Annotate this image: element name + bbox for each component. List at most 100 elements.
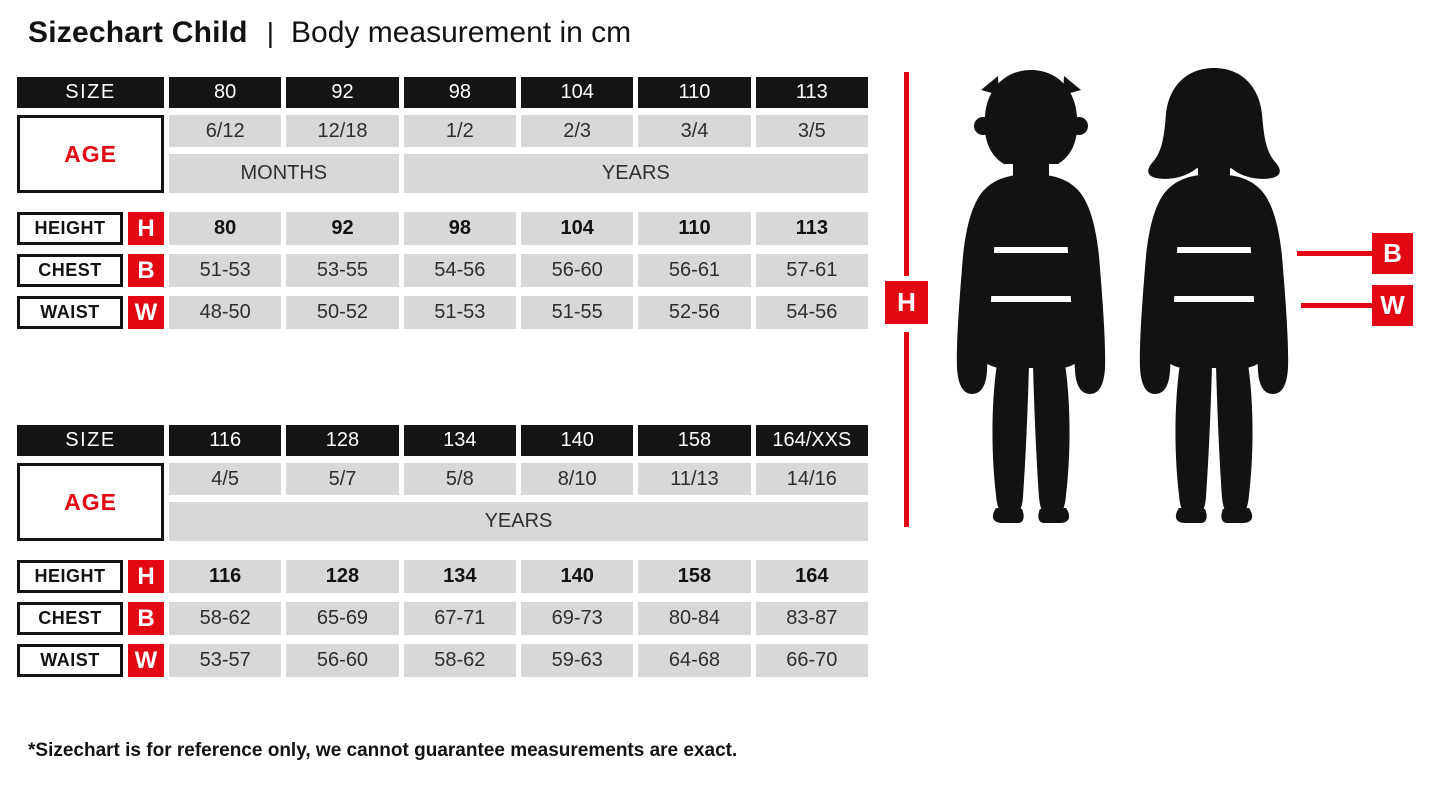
waist-row-label: WAIST (17, 296, 123, 329)
height-cell: 128 (286, 560, 399, 593)
age-cell: 5/7 (286, 463, 399, 495)
chest-diagram-badge: B (1372, 233, 1413, 274)
table-upper-body: HEIGHT H 80 92 98 104 110 113 CHEST B 51… (17, 212, 868, 329)
boy-figure (956, 70, 1106, 523)
chest-cell: 58-62 (169, 602, 282, 635)
table-lower-header: SIZE 116 128 134 140 158 164/XXS AGE 4/5… (17, 425, 868, 541)
chest-code-badge: B (128, 602, 164, 635)
age-cell: 11/13 (638, 463, 751, 495)
height-measure-line-bottom (904, 332, 909, 527)
size-cell: 104 (521, 77, 634, 108)
waist-cell: 48-50 (169, 296, 282, 329)
waist-cell: 58-62 (403, 644, 516, 677)
age-cell: 8/10 (521, 463, 634, 495)
age-cell: 12/18 (286, 115, 399, 147)
size-cell: 110 (638, 77, 751, 108)
chest-cell: 69-73 (521, 602, 634, 635)
chest-cell: 80-84 (638, 602, 751, 635)
height-row-label: HEIGHT (17, 212, 123, 245)
chest-cell: 67-71 (403, 602, 516, 635)
chest-cell: 53-55 (286, 254, 399, 287)
age-unit-years: YEARS (403, 154, 868, 193)
age-cell: 4/5 (169, 463, 282, 495)
size-cell: 158 (638, 425, 751, 456)
waist-cell: 52-56 (638, 296, 751, 329)
page-title: Sizechart Child | Body measurement in cm (28, 16, 631, 50)
sizechart-table-upper: SIZE 80 92 98 104 110 113 AGE 6/12 12/18… (17, 77, 868, 329)
footnote: *Sizechart is for reference only, we can… (28, 740, 738, 761)
chest-row-label: CHEST (17, 602, 123, 635)
height-cell: 164 (755, 560, 868, 593)
age-cell: 1/2 (403, 115, 516, 147)
waist-cell: 51-53 (403, 296, 516, 329)
waist-cell: 66-70 (755, 644, 868, 677)
chest-cell: 83-87 (755, 602, 868, 635)
age-cell: 5/8 (403, 463, 516, 495)
age-header-label: AGE (17, 115, 164, 193)
waist-cell: 50-52 (286, 296, 399, 329)
size-cell: 92 (286, 77, 399, 108)
waist-cell: 64-68 (638, 644, 751, 677)
sizechart-table-lower: SIZE 116 128 134 140 158 164/XXS AGE 4/5… (17, 425, 868, 677)
chest-row-label: CHEST (17, 254, 123, 287)
size-cell: 113 (755, 77, 868, 108)
size-cell: 80 (169, 77, 282, 108)
waist-cell: 51-55 (521, 296, 634, 329)
title-separator: | (266, 17, 274, 48)
chest-cell: 51-53 (169, 254, 282, 287)
waist-row-label: WAIST (17, 644, 123, 677)
height-cell: 134 (403, 560, 516, 593)
chest-cell: 57-61 (755, 254, 868, 287)
age-cell: 2/3 (521, 115, 634, 147)
height-code-badge: H (128, 560, 164, 593)
age-cell: 6/12 (169, 115, 282, 147)
waist-diagram-badge: W (1372, 285, 1413, 326)
title-main: Sizechart Child (28, 16, 248, 49)
waist-code-badge: W (128, 296, 164, 329)
age-cell: 14/16 (755, 463, 868, 495)
size-header-label: SIZE (17, 425, 164, 456)
height-cell: 140 (521, 560, 634, 593)
size-cell: 134 (403, 425, 516, 456)
size-cell: 98 (403, 77, 516, 108)
chest-pointer-line (1297, 251, 1372, 256)
height-cell: 104 (521, 212, 634, 245)
table-upper-header: SIZE 80 92 98 104 110 113 AGE 6/12 12/18… (17, 77, 868, 193)
waist-cell: 53-57 (169, 644, 282, 677)
waist-pointer-line (1301, 303, 1372, 308)
waist-cell: 56-60 (286, 644, 399, 677)
chest-cell: 56-60 (521, 254, 634, 287)
height-cell: 92 (286, 212, 399, 245)
age-unit-months: MONTHS (169, 154, 399, 193)
height-measure-line-top (904, 72, 909, 276)
height-row-label: HEIGHT (17, 560, 123, 593)
height-cell: 98 (403, 212, 516, 245)
height-code-badge: H (128, 212, 164, 245)
age-cell: 3/4 (638, 115, 751, 147)
title-subtitle: Body measurement in cm (291, 16, 632, 49)
table-lower-body: HEIGHT H 116 128 134 140 158 164 CHEST B… (17, 560, 868, 677)
waist-code-badge: W (128, 644, 164, 677)
chest-cell: 54-56 (403, 254, 516, 287)
waist-cell: 59-63 (521, 644, 634, 677)
age-header-label: AGE (17, 463, 164, 541)
chest-cell: 65-69 (286, 602, 399, 635)
waist-cell: 54-56 (755, 296, 868, 329)
age-cell: 3/5 (755, 115, 868, 147)
chest-code-badge: B (128, 254, 164, 287)
size-cell: 128 (286, 425, 399, 456)
girl-figure (1139, 68, 1289, 523)
height-cell: 110 (638, 212, 751, 245)
chest-cell: 56-61 (638, 254, 751, 287)
size-cell: 164/XXS (755, 425, 868, 456)
height-cell: 158 (638, 560, 751, 593)
height-cell: 116 (169, 560, 282, 593)
height-cell: 80 (169, 212, 282, 245)
height-diagram-badge: H (885, 281, 928, 324)
height-cell: 113 (755, 212, 868, 245)
age-unit-years: YEARS (169, 502, 868, 541)
size-header-label: SIZE (17, 77, 164, 108)
size-cell: 116 (169, 425, 282, 456)
size-cell: 140 (521, 425, 634, 456)
